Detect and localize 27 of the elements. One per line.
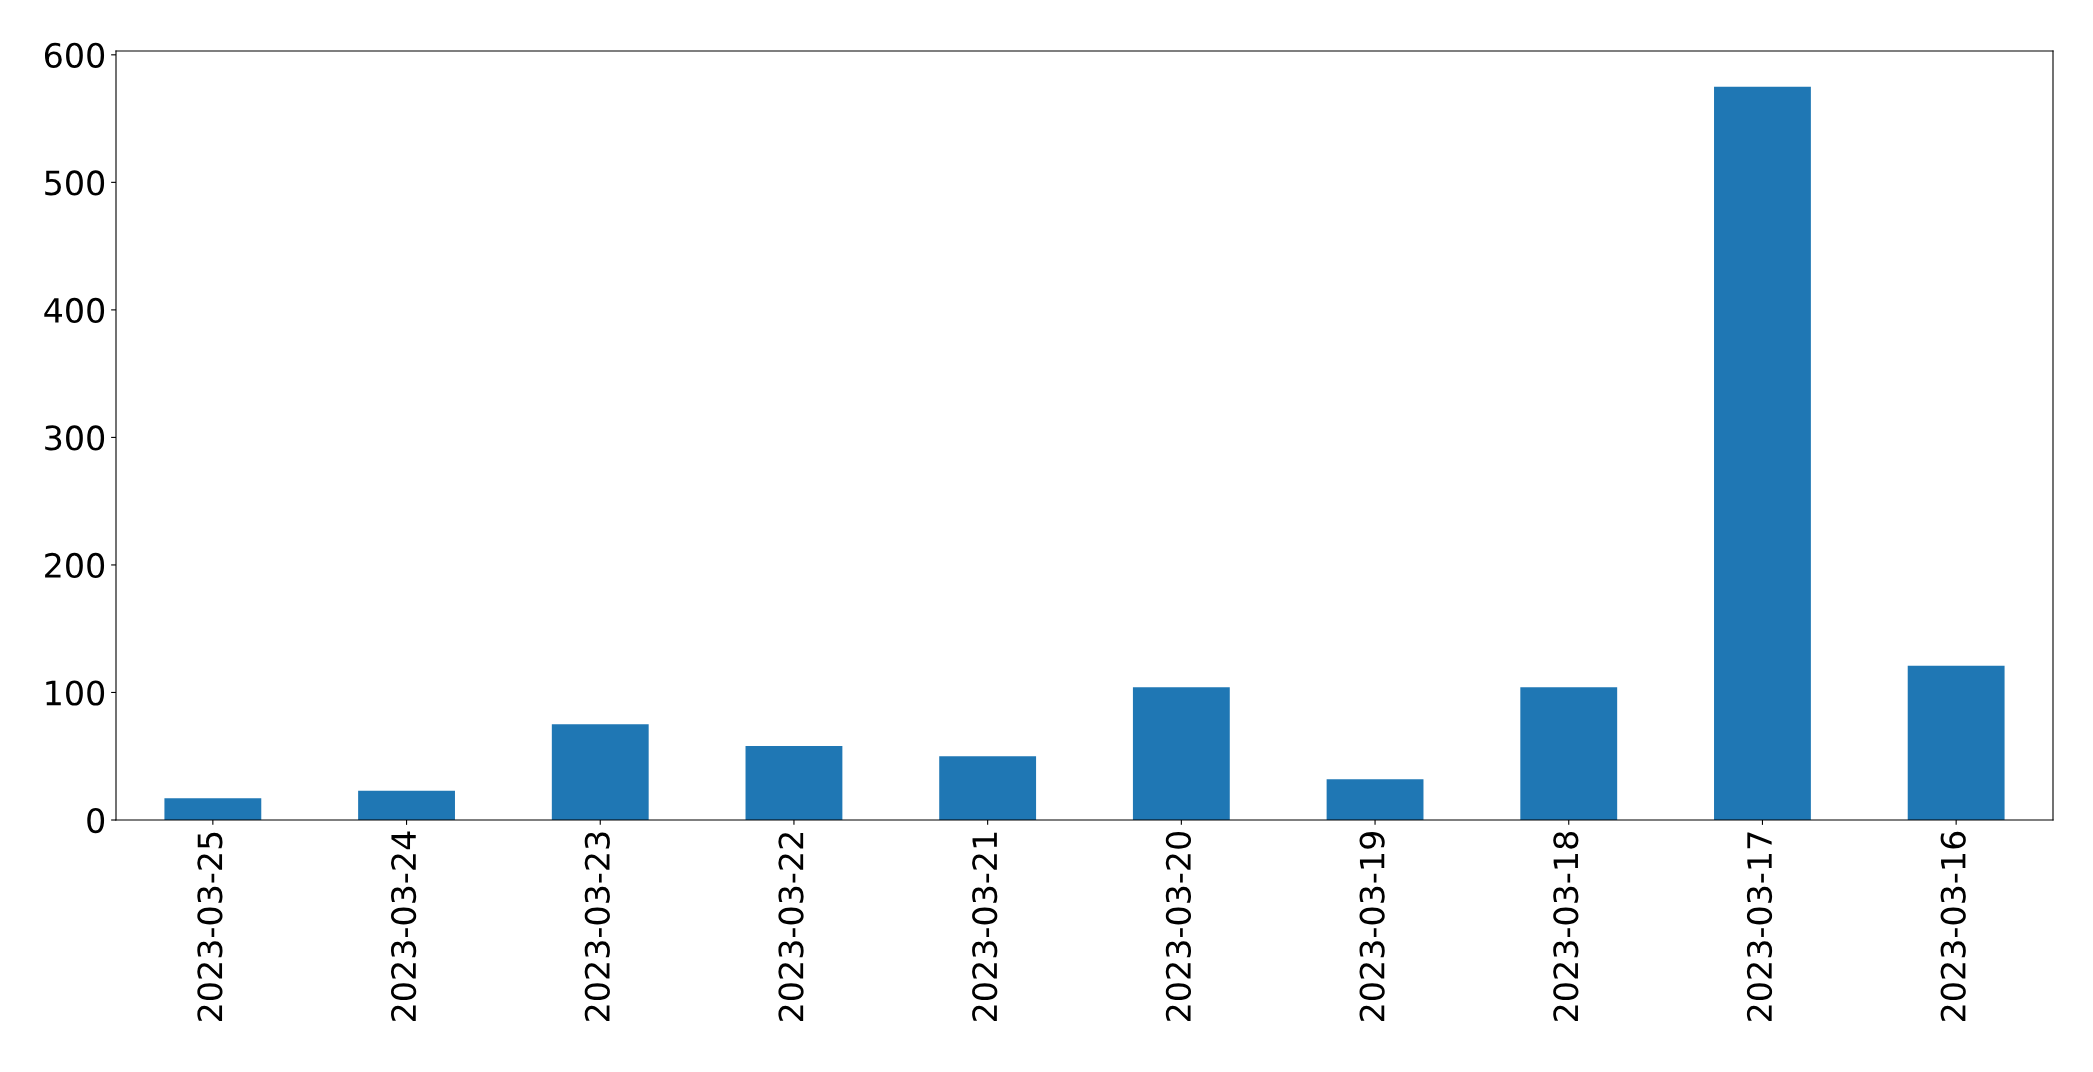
x-tick-label: 2023-03-17	[1746, 832, 1773, 1021]
y-tick-label: 400	[44, 297, 105, 324]
x-tick-label: 2023-03-24	[391, 831, 417, 1021]
bar	[745, 746, 843, 820]
bar	[1132, 687, 1230, 820]
bar	[1907, 665, 2005, 820]
x-tick-label: 2023-03-21	[972, 832, 998, 1021]
y-tick-label: 600	[44, 42, 105, 68]
bar	[1520, 687, 1618, 820]
y-tick-label: 200	[45, 552, 105, 579]
bar	[358, 790, 455, 820]
y-tick-label: 500	[45, 170, 105, 196]
y-tick-label: 0	[87, 807, 105, 834]
x-tick-label: 2023-03-19	[1359, 832, 1385, 1021]
bar	[1714, 86, 1811, 820]
x-tick-label: 2023-03-18	[1553, 832, 1579, 1021]
bar	[939, 756, 1037, 820]
bar	[164, 798, 262, 820]
x-tick-label: 2023-03-22	[778, 833, 804, 1021]
bar	[1326, 779, 1424, 820]
y-tick-label: 100	[46, 680, 105, 706]
bar	[551, 724, 649, 820]
y-tick-label: 300	[45, 425, 105, 451]
x-tick-label: 2023-03-20	[1165, 831, 1192, 1021]
x-tick-label: 2023-03-25	[197, 832, 223, 1021]
x-tick-label: 2023-03-16	[1940, 831, 1966, 1021]
x-tick-label: 2023-03-23	[584, 832, 610, 1021]
